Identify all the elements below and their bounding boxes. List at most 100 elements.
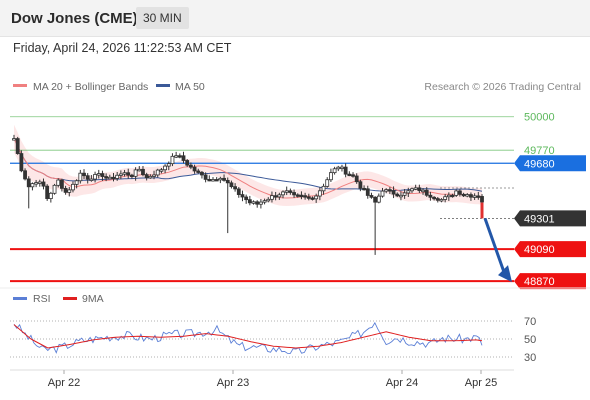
bollinger-bands [14,124,482,207]
rsi-ma-legend-swatch [63,297,77,300]
candle-body [317,190,322,197]
candle-body [336,166,341,170]
candle-body [115,174,120,179]
candle-body [218,177,223,181]
level-label-49090: 49090 [524,244,555,256]
candle-body [203,174,208,180]
candle-body [402,192,407,196]
candle-body [270,195,274,200]
candle-body [192,166,197,172]
candle-body [100,173,105,177]
candle-body [174,155,179,158]
candle-body [45,185,50,199]
candle-body [159,169,164,172]
candle-body [23,170,27,180]
candle-body [369,195,374,198]
rsi-legend-swatch [13,297,27,300]
candle-body [292,192,296,196]
candle-body [450,194,455,198]
candle-body [399,194,403,198]
price-levels [10,116,514,283]
support-tag [514,273,586,290]
candle-body [376,195,381,203]
candle-body [373,196,378,203]
candle-body [421,189,425,193]
candle-body [133,169,138,177]
candle-body [152,174,156,177]
candle-body [93,174,97,180]
candle-body [214,179,219,182]
candle-body [52,184,57,194]
bollinger-band-area [14,124,482,207]
candle-body [56,179,61,186]
candle-body [321,185,326,192]
candle-body [310,197,315,200]
candle-body [222,177,226,181]
candle-body [446,194,451,198]
candle-body [266,198,271,202]
candle-body [428,194,433,198]
candle-body [343,166,348,175]
candle-body [277,194,282,198]
candle-body [247,199,252,204]
candle-body [48,192,53,199]
candle-body [207,179,212,182]
candle-body [233,186,238,190]
x-tick-label: Apr 24 [386,377,418,389]
candle-body [12,138,16,141]
candle-body [126,172,131,176]
candle-body [200,171,204,176]
candle-body [137,168,142,172]
candle-body [26,178,31,188]
x-tick-label: Apr 25 [465,377,497,389]
candle-body [354,175,359,183]
candle-body [347,173,352,177]
candle-body [78,172,83,182]
ma50-legend-label: MA 50 [175,81,205,93]
rsi-level-label: 70 [524,316,536,328]
candle-body [465,194,470,197]
candle-body [432,196,436,200]
candle-body [340,166,344,169]
candle-body [469,194,473,198]
candle-body [188,164,193,168]
candle-body [476,195,481,198]
candle-body [406,190,411,194]
candle-body [454,190,459,196]
candle-body [166,163,171,167]
candle-body [258,201,263,205]
candle-body [358,181,363,189]
level-label-49680: 49680 [524,158,555,170]
instrument-title: Dow Jones (CME) [11,10,138,27]
candle-body [211,179,215,182]
candle-body [417,187,422,192]
candles [12,134,484,255]
candle-body [329,172,333,181]
candle-body [288,190,293,193]
candle-body [244,196,249,201]
candle-body [240,194,245,198]
timeframe-button[interactable]: 30 MIN [136,7,189,29]
rsi-level-label: 30 [524,352,536,364]
credit-text: Research © 2026 Trading Central [424,81,581,93]
ma20-legend-swatch [13,84,27,87]
candle-body [148,175,153,179]
candle-body [314,195,319,200]
candle-body [196,170,201,173]
candle-body [82,172,86,177]
candle-body [107,176,112,180]
level-label-49301: 49301 [524,213,555,225]
candle-body [144,174,149,179]
forecast-arrow [483,217,512,283]
candle-body [225,179,230,184]
pivot-tag [514,155,586,172]
candle-body [413,187,418,190]
candle-body [34,182,39,185]
level-label-50000: 50000 [524,112,555,124]
x-tick-label: Apr 23 [217,377,249,389]
x-axis-ticks: Apr 22 Apr 23 Apr 24 Apr 25 [48,370,497,389]
candle-body [185,160,190,166]
candle-body [118,173,123,176]
candle-body [365,188,370,196]
